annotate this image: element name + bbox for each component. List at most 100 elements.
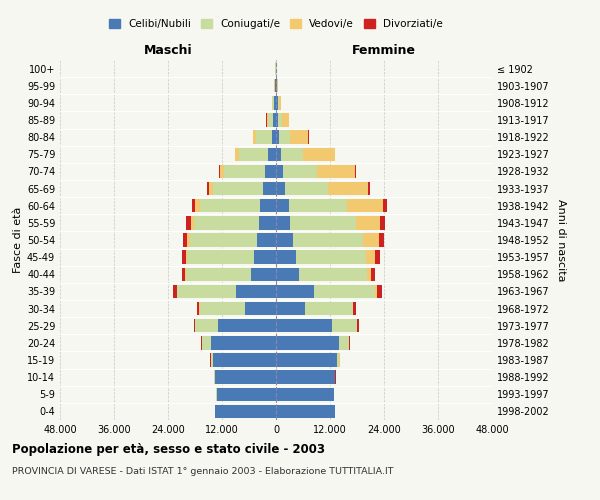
Bar — [289, 199, 347, 212]
Bar — [274, 114, 276, 126]
Bar — [276, 130, 279, 144]
Bar — [195, 319, 218, 332]
Bar — [276, 404, 335, 418]
Bar — [293, 234, 363, 246]
Bar — [328, 182, 368, 196]
Bar — [186, 268, 251, 281]
Bar — [337, 354, 340, 366]
Bar — [218, 319, 276, 332]
Bar — [254, 250, 276, 264]
Bar — [191, 216, 194, 230]
Bar — [202, 336, 211, 349]
Bar — [355, 164, 356, 178]
Bar — [209, 182, 213, 196]
Bar — [276, 354, 337, 366]
Bar — [268, 114, 274, 126]
Bar — [332, 319, 357, 332]
Bar — [177, 284, 235, 298]
Bar — [245, 302, 276, 316]
Bar — [375, 250, 380, 264]
Bar — [211, 354, 213, 366]
Bar — [194, 216, 259, 230]
Bar — [182, 250, 185, 264]
Bar — [207, 182, 209, 196]
Bar — [196, 199, 199, 212]
Bar — [276, 148, 281, 161]
Bar — [279, 130, 290, 144]
Bar — [173, 284, 176, 298]
Bar — [268, 148, 276, 161]
Bar — [339, 336, 349, 349]
Bar — [363, 234, 379, 246]
Bar — [358, 319, 359, 332]
Bar — [266, 114, 268, 126]
Bar — [276, 96, 278, 110]
Bar — [276, 234, 293, 246]
Bar — [185, 250, 187, 264]
Legend: Celibi/Nubili, Coniugati/e, Vedovi/e, Divorziati/e: Celibi/Nubili, Coniugati/e, Vedovi/e, Di… — [105, 15, 447, 33]
Bar — [199, 302, 245, 316]
Y-axis label: Fasce di età: Fasce di età — [13, 207, 23, 273]
Text: Maschi: Maschi — [143, 44, 193, 57]
Bar — [353, 302, 356, 316]
Bar — [260, 199, 276, 212]
Text: PROVINCIA DI VARESE - Dati ISTAT 1° gennaio 2003 - Elaborazione TUTTITALIA.IT: PROVINCIA DI VARESE - Dati ISTAT 1° genn… — [12, 468, 394, 476]
Bar — [276, 302, 305, 316]
Bar — [239, 148, 268, 161]
Bar — [282, 114, 289, 126]
Bar — [276, 199, 289, 212]
Bar — [187, 234, 190, 246]
Bar — [285, 182, 328, 196]
Bar — [379, 234, 383, 246]
Bar — [347, 199, 383, 212]
Bar — [276, 268, 299, 281]
Bar — [371, 268, 376, 281]
Bar — [276, 182, 285, 196]
Bar — [276, 164, 283, 178]
Bar — [278, 96, 279, 110]
Bar — [213, 182, 263, 196]
Bar — [276, 336, 339, 349]
Bar — [367, 268, 371, 281]
Bar — [190, 234, 257, 246]
Bar — [366, 250, 375, 264]
Bar — [299, 268, 367, 281]
Bar — [215, 370, 276, 384]
Bar — [305, 302, 353, 316]
Bar — [368, 182, 370, 196]
Bar — [263, 182, 276, 196]
Bar — [253, 130, 256, 144]
Bar — [283, 164, 317, 178]
Bar — [224, 164, 265, 178]
Bar — [256, 130, 271, 144]
Bar — [217, 388, 276, 401]
Bar — [276, 250, 296, 264]
Bar — [281, 148, 303, 161]
Bar — [187, 216, 191, 230]
Bar — [187, 250, 254, 264]
Bar — [197, 302, 199, 316]
Bar — [276, 216, 290, 230]
Bar — [296, 250, 366, 264]
Bar — [303, 148, 335, 161]
Text: Femmine: Femmine — [352, 44, 416, 57]
Bar — [199, 199, 260, 212]
Bar — [184, 234, 187, 246]
Bar — [276, 114, 278, 126]
Bar — [317, 164, 355, 178]
Bar — [314, 284, 375, 298]
Bar — [274, 96, 276, 110]
Y-axis label: Anni di nascita: Anni di nascita — [556, 198, 566, 281]
Bar — [375, 284, 377, 298]
Bar — [276, 79, 277, 92]
Bar — [214, 370, 215, 384]
Bar — [380, 216, 385, 230]
Bar — [215, 404, 276, 418]
Bar — [276, 284, 314, 298]
Bar — [257, 234, 276, 246]
Bar — [276, 370, 335, 384]
Bar — [279, 96, 281, 110]
Bar — [220, 164, 224, 178]
Bar — [272, 96, 274, 110]
Bar — [377, 284, 382, 298]
